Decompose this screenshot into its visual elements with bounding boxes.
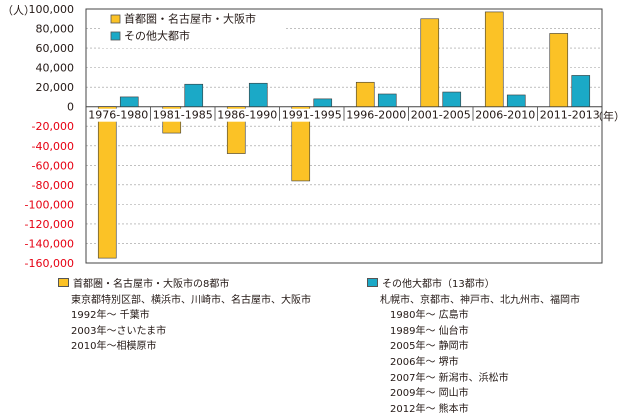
x-tick-label: 1986-1990 bbox=[217, 109, 277, 122]
x-tick-label-background bbox=[540, 108, 599, 122]
notes-left-swatch bbox=[58, 278, 69, 287]
notes-left-title: 首都圏・名古屋市・大阪市の8都市 bbox=[73, 279, 230, 290]
notes-left-line: 2003年～さいたま市 bbox=[71, 325, 167, 337]
bar-metro bbox=[291, 106, 311, 182]
notes-right-sub-line: 2007年～ 新潟市、浜松市 bbox=[390, 372, 509, 384]
y-axis-ticks: 100,000 80,000 60,000 40,000 20,000 0 -20,000 -… bbox=[25, 3, 74, 270]
notes-right-sub-line: 1980年～ 広島市 bbox=[390, 310, 469, 322]
notes-right-title: その他大都市（13都市） bbox=[382, 279, 495, 290]
legend-label-other: その他大都市 bbox=[124, 29, 190, 43]
notes-right-sub-line: 1989年～ 仙台市 bbox=[390, 325, 469, 337]
y-tick-label: -160,000 bbox=[25, 257, 74, 270]
y-tick-label: -100,000 bbox=[25, 198, 74, 211]
y-tick-label: -40,000 bbox=[32, 140, 74, 153]
y-tick-label: -140,000 bbox=[25, 237, 74, 250]
bar-other bbox=[248, 82, 268, 107]
bar-other bbox=[184, 83, 204, 107]
plot-frame bbox=[85, 8, 603, 264]
x-tick-label: 1996-2000 bbox=[346, 109, 406, 122]
y-tick-label: -60,000 bbox=[32, 159, 74, 172]
x-axis-unit-label: （年） bbox=[592, 109, 625, 123]
bar-other bbox=[313, 98, 333, 107]
x-tick-label: 1991-1995 bbox=[282, 109, 342, 122]
y-tick-label: -80,000 bbox=[32, 179, 74, 192]
x-tick-label-background bbox=[347, 108, 406, 122]
bar-chart: （人） （年） 100,000 80,000 60,000 40,000 20,000 0… bbox=[2, 3, 625, 270]
bar-metro bbox=[549, 33, 569, 107]
y-tick-label: 60,000 bbox=[36, 42, 75, 55]
notes-right: その他大都市（13都市） 札幌市、京都市、神戸市、北九州市、福岡市 1980年～… bbox=[367, 277, 580, 417]
legend: 首都圏・名古屋市・大阪市 その他大都市 bbox=[102, 10, 284, 48]
notes-right-swatch bbox=[367, 278, 378, 287]
legend-swatch-other bbox=[110, 31, 121, 41]
notes-left-line: 2010年～相模原市 bbox=[71, 341, 157, 353]
notes-right-line: 札幌市、京都市、神戸市、北九州市、福岡市 bbox=[380, 294, 580, 306]
notes-right-sub-line: 2006年～ 堺市 bbox=[390, 356, 459, 368]
grid-lines bbox=[86, 28, 602, 244]
legend-background bbox=[102, 10, 284, 48]
y-tick-label: 80,000 bbox=[36, 23, 75, 36]
notes-left-line: 1992年～ 千葉市 bbox=[71, 310, 150, 322]
y-tick-label: 40,000 bbox=[36, 62, 75, 75]
notes-left-line: 東京都特別区部、横浜市、川崎市、名古屋市、大阪市 bbox=[71, 294, 311, 306]
x-tick-label: 1976-1980 bbox=[88, 109, 148, 122]
x-tick-label: 2011-2013 bbox=[540, 109, 600, 122]
notes-right-sub-line: 2005年～ 静岡市 bbox=[390, 341, 469, 353]
x-tick-label: 2006-2010 bbox=[475, 109, 535, 122]
bar-metro bbox=[484, 11, 504, 107]
x-tick-label-background bbox=[411, 108, 470, 122]
notes-right-sub-line: 2009年～ 岡山市 bbox=[390, 388, 469, 400]
x-axis-ticks: 1976-1980 1981-1985 1986-1990 1991-1995 1996… bbox=[88, 108, 600, 122]
bar-other bbox=[571, 75, 591, 107]
y-tick-label: 20,000 bbox=[36, 81, 75, 94]
x-tick-label: 2001-2005 bbox=[411, 109, 471, 122]
bar-other bbox=[442, 91, 462, 107]
x-tick-label-background bbox=[218, 108, 277, 122]
notes-left: 首都圏・名古屋市・大阪市の8都市 東京都特別区部、横浜市、川崎市、名古屋市、大阪… bbox=[58, 277, 311, 355]
y-tick-label: -120,000 bbox=[25, 218, 74, 231]
x-tick-label-background bbox=[476, 108, 535, 122]
y-tick-label: 100,000 bbox=[29, 3, 75, 16]
legend-label-metro: 首都圏・名古屋市・大阪市 bbox=[124, 12, 256, 26]
bar-other bbox=[506, 94, 526, 107]
notes-right-title-row: その他大都市（13都市） bbox=[367, 277, 580, 293]
bar-metro bbox=[355, 81, 375, 107]
notes-right-sub-line: 2012年～ 熊本市 bbox=[390, 403, 469, 415]
y-tick-label: -20,000 bbox=[32, 120, 74, 133]
x-tick-label: 1981-1985 bbox=[153, 109, 213, 122]
x-tick-label-background bbox=[153, 108, 212, 122]
y-axis-unit-label: （人） bbox=[2, 4, 35, 17]
bar-metro bbox=[420, 18, 440, 107]
legend-swatch-metro bbox=[110, 14, 121, 24]
bars bbox=[97, 11, 591, 259]
bar-other bbox=[377, 93, 397, 107]
notes-left-title-row: 首都圏・名古屋市・大阪市の8都市 bbox=[58, 277, 311, 293]
x-tick-label-background bbox=[282, 108, 341, 122]
bar-other bbox=[119, 96, 139, 107]
bar-metro bbox=[97, 106, 117, 259]
y-tick-label: 0 bbox=[67, 101, 74, 114]
x-tick-label-background bbox=[89, 108, 148, 122]
